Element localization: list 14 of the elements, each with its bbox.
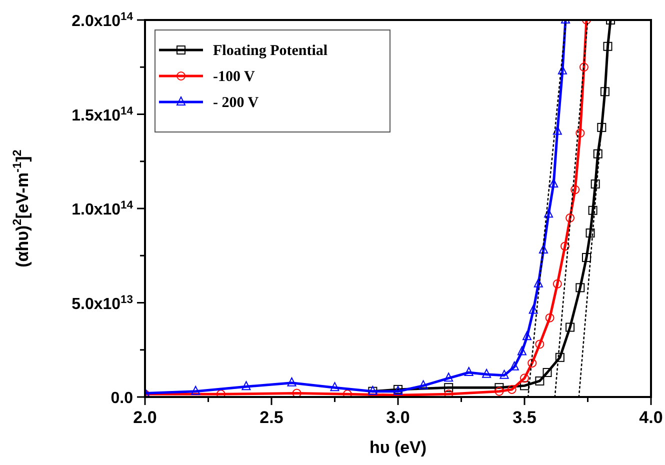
y-tick-label: 0.0 xyxy=(110,390,134,407)
y-tick-label: 2.0x10$^{14}$ xyxy=(72,11,134,30)
x-tick-label: 2.5 xyxy=(260,408,284,427)
y-tick-label: 5.0x10$^{13}$ xyxy=(72,294,133,313)
y-tick-label: 1.0x10$^{14}$ xyxy=(72,200,134,218)
x-tick-label: 3.5 xyxy=(512,408,536,427)
y-tick-label: 1.5x10$^{14}$ xyxy=(72,105,134,124)
legend-label: Floating Potential xyxy=(213,43,328,59)
x-axis-title: hυ (eV) xyxy=(369,438,427,457)
x-tick-label: 4.0 xyxy=(639,408,663,427)
legend-label: -100 V xyxy=(213,69,255,85)
legend-label: - 200 V xyxy=(213,95,259,111)
x-tick-label: 2.0 xyxy=(133,408,157,427)
x-tick-label: 3.0 xyxy=(386,408,410,427)
